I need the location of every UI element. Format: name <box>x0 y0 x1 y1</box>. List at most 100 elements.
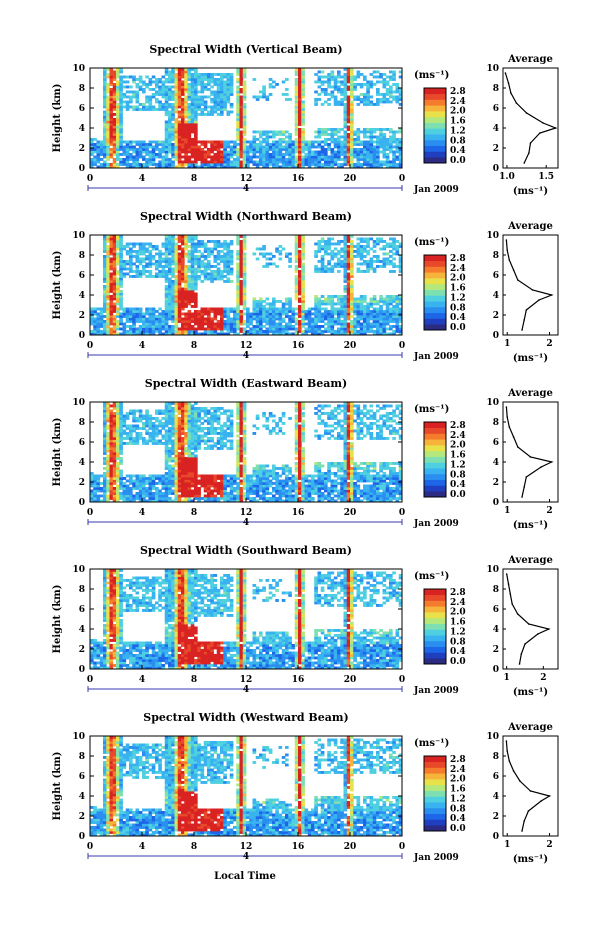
heatmap-cell <box>112 240 117 243</box>
heatmap-cell <box>398 315 403 318</box>
heatmap-cell <box>135 307 140 311</box>
heatmap-cell <box>343 302 348 306</box>
heatmap-cell <box>363 153 367 156</box>
heatmap-cell <box>229 325 234 328</box>
heatmap-cell <box>298 68 302 71</box>
heatmap-cell <box>343 295 348 298</box>
heatmap-cell <box>109 320 114 323</box>
heatmap-cell <box>340 93 344 96</box>
heatmap-cell <box>216 95 221 99</box>
heatmap-cell <box>116 83 120 86</box>
heatmap-cell <box>119 434 123 438</box>
heatmap-cell <box>343 322 348 326</box>
heatmap-cell <box>106 155 110 159</box>
heatmap-cell <box>320 70 325 74</box>
heatmap-cell <box>171 153 175 156</box>
heatmap-cell <box>187 73 192 76</box>
heatmap-cell <box>226 85 231 89</box>
heatmap-cell <box>184 330 188 333</box>
heatmap-cell <box>112 100 117 104</box>
heatmap-cell <box>395 245 400 248</box>
heatmap-cell <box>382 297 387 301</box>
heatmap-cell <box>265 150 270 154</box>
heatmap-cell <box>200 88 205 91</box>
heatmap-cell <box>337 250 341 253</box>
heatmap-cell <box>294 307 299 311</box>
profile-y-tick-label: 6 <box>493 104 499 114</box>
heatmap-cell <box>389 295 393 298</box>
heatmap-cell <box>151 494 156 498</box>
heatmap-cell <box>210 250 214 253</box>
heatmap-cell <box>320 255 325 258</box>
heatmap-cell <box>181 103 185 106</box>
heatmap-cell <box>184 75 188 79</box>
heatmap-cell <box>366 265 370 268</box>
heatmap-cell <box>366 310 370 313</box>
heatmap-cell <box>181 277 185 281</box>
heatmap-cell <box>200 165 205 169</box>
heatmap-cell <box>125 325 130 328</box>
heatmap-cell <box>249 315 253 318</box>
colorbar-tick-label: 2.4 <box>450 97 466 107</box>
heatmap-cell <box>190 332 195 336</box>
heatmap-cell <box>171 163 175 166</box>
heatmap-cell <box>281 307 286 311</box>
heatmap-cell <box>398 245 403 248</box>
heatmap-cell <box>103 472 107 475</box>
heatmap-cell <box>132 90 136 94</box>
heatmap-cell <box>288 150 292 154</box>
heatmap-cell <box>246 145 250 149</box>
y-tick-label: 10 <box>72 64 85 74</box>
heatmap-cell <box>314 140 318 144</box>
heatmap-cell <box>301 165 305 169</box>
heatmap-cell <box>119 257 123 261</box>
heatmap-cell <box>177 155 182 159</box>
heatmap-cell <box>184 85 188 89</box>
heatmap-cell <box>106 280 110 283</box>
heatmap-cell <box>161 83 166 86</box>
heatmap-cell <box>369 95 374 99</box>
heatmap-cell <box>93 484 97 488</box>
heatmap-cell <box>223 247 227 251</box>
heatmap-cell <box>327 322 331 326</box>
heatmap-cell <box>343 113 348 116</box>
heatmap-cell <box>268 85 273 89</box>
heatmap-cell <box>135 492 140 495</box>
heatmap-cell <box>132 245 136 248</box>
heatmap-cell <box>350 320 354 323</box>
heatmap-cell <box>314 160 318 164</box>
heatmap-cell <box>301 295 305 298</box>
heatmap-cell <box>116 80 120 84</box>
heatmap-cell <box>395 165 400 169</box>
heatmap-cell <box>190 90 195 94</box>
heatmap-cell <box>343 300 348 303</box>
heatmap-cell <box>116 477 120 480</box>
heatmap-cell <box>239 68 244 71</box>
heatmap-cell <box>236 292 240 296</box>
heatmap-cell <box>249 160 253 164</box>
heatmap-cell <box>112 148 117 151</box>
heatmap-cell <box>112 83 117 86</box>
heatmap-cell <box>330 237 335 241</box>
heatmap-cell <box>213 257 218 261</box>
heatmap-cell <box>285 255 289 258</box>
heatmap-cell <box>142 322 146 326</box>
heatmap-cell <box>129 85 133 89</box>
heatmap-cell <box>216 327 221 331</box>
heatmap-cell <box>184 123 188 126</box>
heatmap-cell <box>398 307 403 311</box>
heatmap-cell <box>168 105 172 109</box>
heatmap-cell <box>320 88 325 91</box>
heatmap-cell <box>398 320 403 323</box>
heatmap-cell <box>207 155 211 159</box>
heatmap-cell <box>181 292 185 296</box>
heatmap-cell <box>268 135 273 139</box>
heatmap-cell <box>285 145 289 149</box>
heatmap-cell <box>298 305 302 308</box>
heatmap-cell <box>200 90 205 94</box>
heatmap-cell <box>346 322 351 326</box>
colorbar-tick-label: 2.4 <box>450 264 466 274</box>
colorbar-swatch <box>424 260 446 267</box>
heatmap-cell <box>116 444 120 448</box>
heatmap-cell <box>291 158 296 161</box>
